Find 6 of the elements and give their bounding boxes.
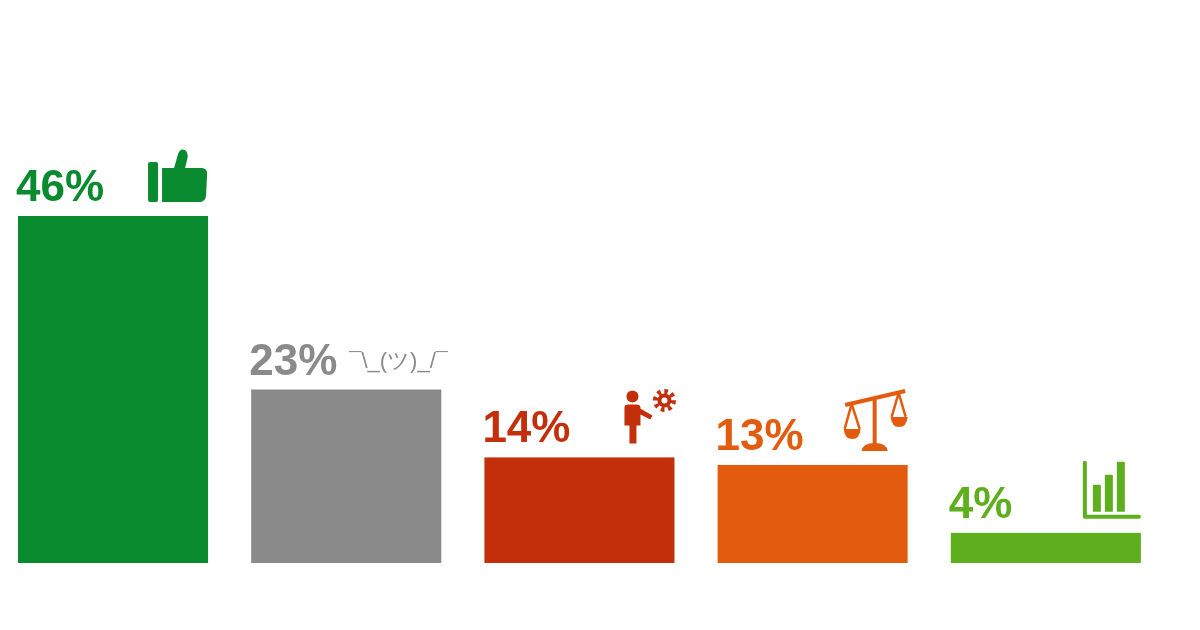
data-label: 13% [715,409,804,459]
data-label: 23% [249,334,338,384]
data-label: 4% [948,477,1013,527]
data-label: 46% [16,161,105,210]
annotation: ¯\_(ツ)_/¯ [348,347,449,373]
data-label: 14% [482,402,571,452]
